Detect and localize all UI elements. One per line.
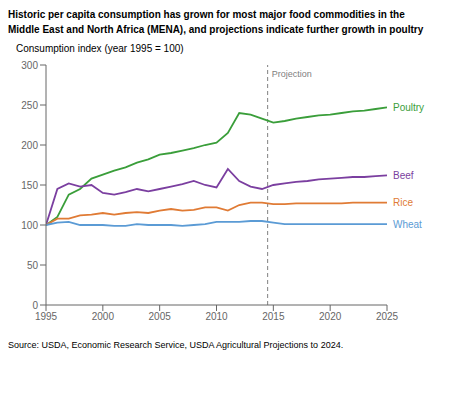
- html-text:Source: USDA, Economic Researc: Source: USDA, Economic Research Service,…: [8, 340, 344, 350]
- svg-text:200: 200: [21, 140, 38, 151]
- html-text:Consumption index (year 1995 =: Consumption index (year 1995 = 100): [16, 43, 184, 54]
- svg-text:Beef: Beef: [393, 170, 414, 181]
- svg-text:1995: 1995: [35, 311, 58, 322]
- html-text:Middle East and North Africa (: Middle East and North Africa (MENA), and…: [8, 24, 424, 35]
- svg-text:250: 250: [21, 100, 38, 111]
- svg-text:Projection: Projection: [272, 69, 312, 79]
- svg-text:100: 100: [21, 220, 38, 231]
- svg-text:2020: 2020: [319, 311, 342, 322]
- svg-text:Rice: Rice: [393, 197, 413, 208]
- svg-text:2010: 2010: [205, 311, 228, 322]
- svg-text:0: 0: [32, 300, 38, 311]
- svg-text:2015: 2015: [262, 311, 285, 322]
- svg-text:2025: 2025: [376, 311, 399, 322]
- svg-text:150: 150: [21, 180, 38, 191]
- svg-text:2000: 2000: [92, 311, 115, 322]
- svg-text:50: 50: [27, 260, 39, 271]
- svg-text:300: 300: [21, 60, 38, 71]
- svg-text:Wheat: Wheat: [393, 219, 422, 230]
- svg-text:Poultry: Poultry: [393, 102, 424, 113]
- svg-text:2005: 2005: [149, 311, 172, 322]
- html-text:Historic per capita consumptio: Historic per capita consumption has grow…: [8, 9, 405, 20]
